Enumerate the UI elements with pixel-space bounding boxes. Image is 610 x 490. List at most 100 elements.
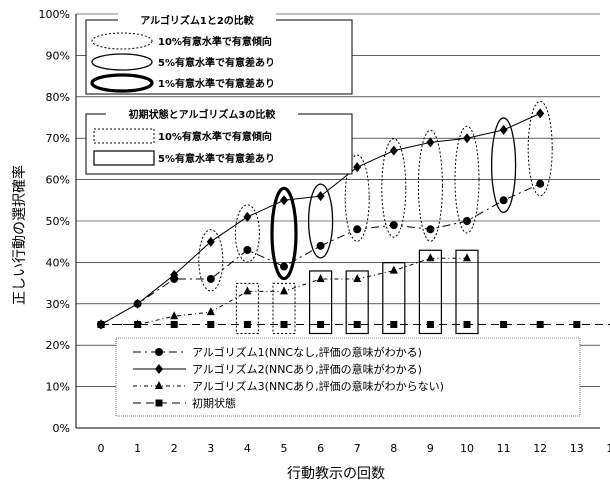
y-tick-label: 0%: [53, 422, 70, 435]
triangle-marker: [463, 253, 471, 262]
y-tick-label: 50%: [46, 215, 70, 228]
significance-rects: [235, 249, 479, 335]
y-tick-label: 30%: [46, 298, 70, 311]
square-marker: [207, 321, 215, 328]
circle-marker: [243, 245, 252, 254]
triangle-marker: [206, 307, 215, 316]
key-box: [85, 113, 353, 175]
circle-marker: [499, 196, 508, 205]
significance-rect: [382, 262, 406, 335]
key-ellipse-swatch: [91, 53, 153, 71]
y-tick-label: 100%: [39, 8, 70, 21]
significance-ellipse: [234, 204, 260, 263]
x-tick-label: 8: [390, 442, 397, 455]
y-tick-label: 70%: [46, 132, 70, 145]
significance-ellipse: [527, 100, 553, 197]
x-tick-label: 4: [244, 442, 251, 455]
significance-ellipse: [454, 125, 480, 234]
diamond-marker: [463, 133, 471, 144]
legend-entry: アルゴリズム2(NNCあり,評価の意味がわかる): [192, 362, 422, 376]
legend-entry: アルゴリズム3(NNCあり,評価の意味がわからない): [192, 379, 444, 393]
x-axis-title: 行動教示の回数: [287, 466, 385, 482]
significance-ellipse: [417, 129, 443, 242]
significance-ellipse: [270, 186, 298, 281]
x-tick-label: 9: [427, 442, 434, 455]
circle-marker: [536, 179, 545, 188]
key-title: 初期状態とアルゴリズム3の比較: [129, 108, 277, 121]
square-marker: [134, 321, 142, 328]
x-tick-label: 6: [317, 442, 324, 455]
y-tick-label: 80%: [46, 91, 70, 104]
diamond-marker: [353, 162, 362, 173]
triangle-marker: [155, 381, 163, 389]
series-1: [97, 179, 545, 329]
series-4: [97, 321, 610, 328]
key-ellipse-swatch: [90, 73, 154, 93]
diamond-marker: [499, 124, 508, 135]
x-tick-label: 3: [207, 442, 214, 455]
square-marker: [317, 321, 325, 328]
legend-entry: 初期状態: [192, 396, 236, 410]
square-marker: [155, 399, 163, 407]
diamond-marker: [170, 269, 179, 280]
triangle-marker: [243, 286, 252, 295]
series-group: [97, 108, 610, 330]
significance-ellipse: [307, 183, 334, 259]
circle-marker: [389, 221, 398, 230]
square-marker: [463, 321, 471, 328]
square-marker: [97, 321, 105, 328]
circle-marker: [280, 262, 288, 271]
significance-ellipse: [381, 138, 407, 238]
x-tick-label: 5: [281, 442, 288, 455]
y-tick-label: 20%: [46, 339, 70, 352]
x-tick-label: 7: [354, 442, 361, 455]
legend: アルゴリズム1(NNCなし,評価の意味がわかる) アルゴリズム2(NNCあり,評価…: [115, 337, 581, 417]
y-tick-label: 90%: [46, 49, 70, 62]
x-tick-label: 14: [606, 442, 610, 455]
x-tick-label: 0: [98, 442, 105, 455]
diamond-marker: [536, 108, 545, 119]
diamond-marker: [133, 298, 142, 309]
circle-marker: [316, 241, 325, 250]
y-tick-label: 10%: [46, 381, 70, 394]
significance-key-2: 初期状態とアルゴリズム3の比較 10%有意水準で有意傾向 5%有意水準で有意差あり: [85, 107, 353, 175]
axes: [75, 14, 600, 429]
significance-ellipse: [198, 229, 224, 292]
key-item-label: 10%有意水準で有意傾向: [158, 130, 272, 143]
x-tick-label: 1: [134, 442, 141, 455]
x-axis-ticks: 01234567891011121314: [98, 442, 610, 455]
diamond-marker: [389, 145, 398, 156]
square-marker: [280, 321, 288, 328]
circle-marker: [155, 348, 163, 356]
key-item-label: 5%有意水準で有意差あり: [158, 152, 275, 165]
diamond-marker: [206, 236, 215, 247]
diamond-marker: [426, 137, 435, 148]
square-marker: [353, 321, 361, 328]
y-tick-label: 40%: [46, 256, 70, 269]
triangle-marker: [426, 253, 435, 262]
diamond-marker: [243, 211, 252, 222]
significance-rect: [345, 270, 369, 335]
square-marker: [536, 321, 544, 328]
key-item-label: 5%有意水準で有意差あり: [158, 56, 275, 69]
diamond-marker: [316, 191, 325, 202]
key-item-label: 10%有意水準で有意傾向: [158, 35, 272, 48]
x-tick-label: 2: [171, 442, 178, 455]
key-title-bg: [106, 107, 298, 121]
diamond-marker: [155, 364, 163, 374]
x-tick-label: 12: [533, 442, 547, 455]
triangle-marker: [280, 286, 288, 295]
key-item-label: 1%有意水準で有意差あり: [158, 77, 275, 90]
key-title: アルゴリズム1と2の比較: [140, 14, 255, 27]
series-line: [100, 183, 541, 325]
series-2: [97, 108, 545, 330]
legend-box: [115, 337, 581, 417]
triangle-marker: [170, 311, 179, 320]
significance-ellipses: [198, 100, 553, 292]
significance-key-1: アルゴリズム1と2の比較 10%有意水準で有意傾向 5%有意水準で有意差あり 1%有意…: [85, 13, 353, 95]
legend-entry: アルゴリズム1(NNCなし,評価の意味がわかる): [192, 345, 422, 359]
key-title-bg: [118, 13, 276, 27]
x-tick-label: 11: [497, 442, 511, 455]
x-tick-label: 13: [570, 442, 584, 455]
